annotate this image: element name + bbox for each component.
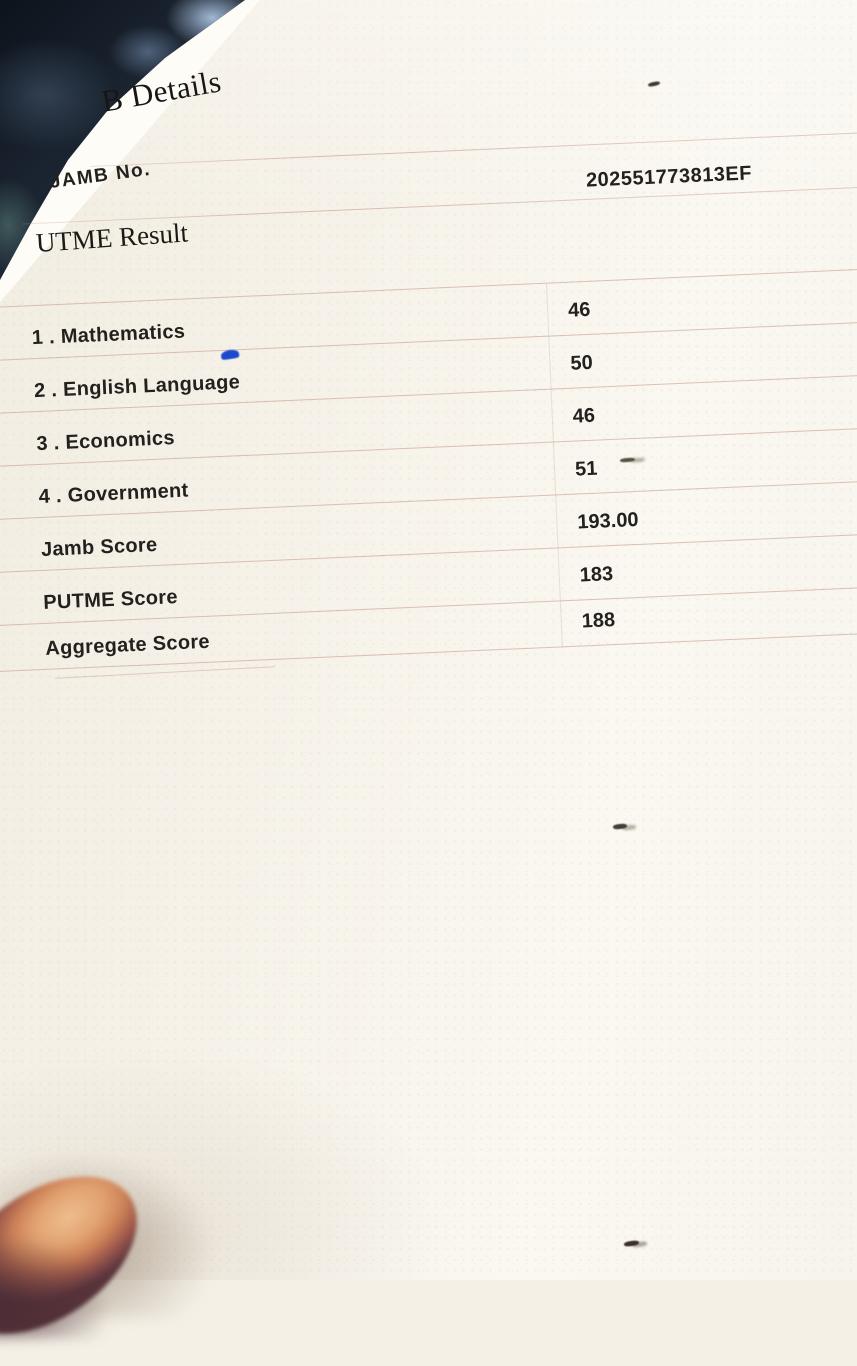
score-label: PUTME Score [42, 586, 179, 614]
subject-score: 46 [567, 298, 591, 322]
paper-background [0, 0, 857, 1280]
subject-score: 46 [572, 404, 596, 428]
subject-label: 3 . Economics [35, 427, 176, 456]
subject-label: 2 . English Language [33, 371, 241, 403]
score-label: Jamb Score [40, 533, 158, 561]
subject-label: 4 . Government [38, 479, 189, 509]
score-value: 193.00 [576, 508, 640, 534]
subject-score: 51 [574, 457, 598, 481]
utme-result-table: 1 . Mathematics 46 2 . English Language … [0, 267, 857, 674]
subject-label: 1 . Mathematics [31, 320, 186, 350]
subject-score: 50 [569, 351, 594, 375]
score-value: 188 [581, 609, 616, 633]
score-label: Aggregate Score [44, 630, 211, 660]
score-value: 183 [579, 563, 614, 587]
paper-shading [0, 0, 857, 1280]
finger-dark-edge [0, 1238, 105, 1338]
